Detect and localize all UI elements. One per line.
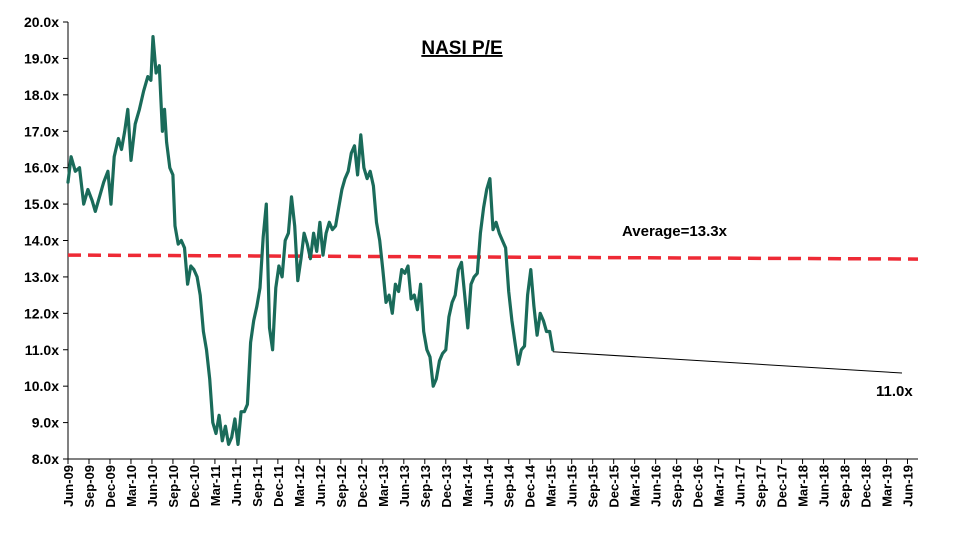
x-tick-label: Dec-16 (691, 465, 706, 508)
x-tick-label: Sep-10 (166, 465, 181, 508)
x-tick-label: Dec-11 (271, 465, 286, 507)
y-tick-label: 18.0x (24, 87, 59, 103)
x-tick-label: Mar-16 (628, 465, 643, 507)
x-tick-label: Sep-16 (670, 465, 685, 508)
x-tick-label: Dec-18 (859, 465, 874, 508)
y-tick-label: 11.0x (25, 342, 59, 358)
x-tick-label: Dec-14 (523, 464, 538, 507)
y-tick-label: 10.0x (24, 378, 59, 394)
y-axis: 8.0x 9.0x 10.0x 11.0x 12.0x 13.0x 14.0x 15.0x 16… (24, 14, 69, 467)
x-tick-label: Mar-15 (544, 465, 559, 507)
y-tick-label: 13.0x (24, 269, 59, 285)
x-tick-label: Mar-14 (460, 464, 475, 507)
x-tick-label: Sep-17 (754, 465, 769, 508)
x-tick-label: Mar-18 (796, 465, 811, 507)
x-tick-label: Jun-10 (145, 465, 160, 507)
x-tick-label: Jun-19 (901, 465, 916, 507)
chart-title: NASI P/E (421, 38, 502, 59)
end-value-label: 11.0x (876, 383, 913, 400)
y-tick-label: 19.0x (24, 50, 59, 66)
x-tick-label: Dec-09 (103, 465, 118, 508)
x-tick-label: Sep-13 (418, 465, 433, 508)
x-tick-label: Sep-18 (838, 465, 853, 508)
y-tick-label: 15.0x (24, 196, 59, 212)
x-tick-label: Sep-09 (82, 465, 97, 508)
x-tick-label: Jun-09 (61, 465, 76, 507)
y-tick-label: 12.0x (24, 305, 59, 321)
x-tick-label: Dec-10 (187, 465, 202, 508)
x-tick-label: Jun-18 (817, 465, 832, 507)
x-tick-label: Mar-12 (292, 465, 307, 507)
x-tick-label: Sep-15 (586, 465, 601, 508)
x-tick-label: Mar-17 (712, 465, 727, 507)
x-tick-label: Sep-11 (250, 465, 265, 507)
average-reference: Average=13.3x (67, 223, 919, 261)
y-tick-label: 16.0x (24, 160, 59, 176)
x-tick-label: Mar-11 (208, 465, 223, 506)
x-tick-label: Jun-11 (229, 465, 244, 506)
plot-area (66, 34, 555, 446)
x-tick-label: Jun-13 (397, 465, 412, 507)
x-tick-label: Dec-15 (607, 465, 622, 508)
average-line (67, 253, 919, 261)
x-tick-label: Mar-10 (124, 465, 139, 507)
x-tick-label: Jun-16 (649, 465, 664, 507)
x-tick-label: Dec-12 (355, 465, 370, 508)
x-tick-label: Jun-15 (565, 465, 580, 507)
annotations: 11.0x (552, 351, 913, 400)
x-tick-label: Sep-12 (334, 465, 349, 508)
y-tick-label: 8.0x (32, 451, 59, 467)
y-tick-label: 9.0x (32, 415, 59, 431)
y-tick-label: 17.0x (24, 123, 59, 139)
average-label: Average=13.3x (622, 223, 728, 240)
y-tick-label: 14.0x (24, 233, 59, 249)
x-tick-label: Jun-14 (481, 464, 496, 507)
x-tick-label: Mar-13 (376, 465, 391, 507)
x-tick-label: Jun-17 (733, 465, 748, 507)
end-label-leader (552, 351, 903, 374)
pe-series-line (66, 34, 555, 446)
x-tick-label: Jun-12 (313, 465, 328, 507)
x-tick-label: Dec-17 (775, 465, 790, 508)
x-axis: Jun-09 Sep-09 Dec-09 Mar-10 Jun-10 Sep-10 Dec-… (61, 458, 918, 508)
y-tick-label: 20.0x (24, 14, 59, 30)
x-tick-label: Mar-19 (880, 465, 895, 507)
x-tick-label: Sep-14 (502, 464, 517, 507)
x-tick-label: Dec-13 (439, 465, 454, 508)
